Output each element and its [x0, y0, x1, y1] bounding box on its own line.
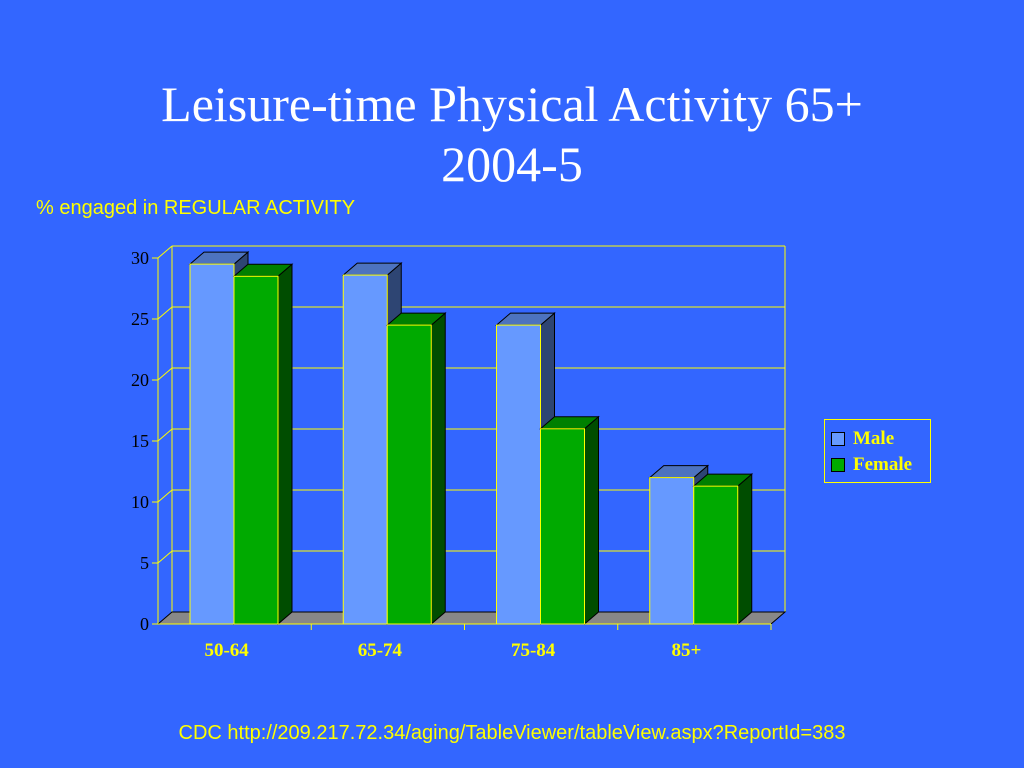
chart-subtitle: % engaged in REGULAR ACTIVITY: [36, 197, 356, 219]
bar-male-75-84: [496, 324, 541, 625]
y-tick-label: 30: [131, 248, 149, 268]
legend-label-female: Female: [853, 454, 913, 475]
y-tick-label: 10: [131, 492, 149, 512]
y-tick-label: 15: [131, 431, 149, 451]
gridline-side: [157, 306, 173, 320]
source-citation: CDC http://209.217.72.34/aging/TableView…: [178, 722, 846, 744]
legend-item-female: Female: [831, 453, 912, 477]
bar-female-85+: [693, 485, 739, 625]
y-tick-label: 5: [140, 553, 149, 573]
title-line-1: Leisure-time Physical Activity 65+: [161, 76, 863, 132]
y-tick-label: 25: [131, 309, 149, 329]
bar-female-50-64: [233, 275, 279, 625]
y-tick-label: 20: [131, 370, 149, 390]
gridline-side: [157, 550, 173, 564]
bar-male-50-64: [189, 263, 235, 625]
y-tick-label: 0: [140, 614, 149, 634]
page-title: Leisure-time Physical Activity 65+ 2004-…: [0, 74, 1024, 194]
gridline-side: [157, 489, 173, 503]
x-tick-label: 75-84: [511, 640, 556, 661]
bar-side: [737, 473, 753, 626]
bar-male-85+: [649, 477, 695, 625]
legend-swatch-male: [831, 432, 845, 446]
x-tick-label: 50-64: [204, 640, 249, 661]
bar-side: [430, 312, 446, 626]
x-tick-label: 85+: [671, 640, 701, 661]
gridline-side: [157, 428, 173, 442]
bar-side: [584, 415, 599, 626]
legend-label-male: Male: [853, 428, 895, 449]
chart-legend: Male Female: [824, 419, 931, 483]
gridline-side: [157, 245, 173, 259]
bar-side: [277, 263, 293, 626]
legend-swatch-female: [831, 458, 845, 472]
x-tick-label: 65-74: [358, 640, 403, 661]
legend-item-male: Male: [831, 427, 894, 451]
bar-female-65-74: [386, 324, 432, 625]
gridline-side: [157, 367, 173, 381]
title-line-2: 2004-5: [441, 136, 583, 192]
bar-male-65-74: [342, 274, 388, 625]
bar-female-75-84: [540, 428, 585, 625]
